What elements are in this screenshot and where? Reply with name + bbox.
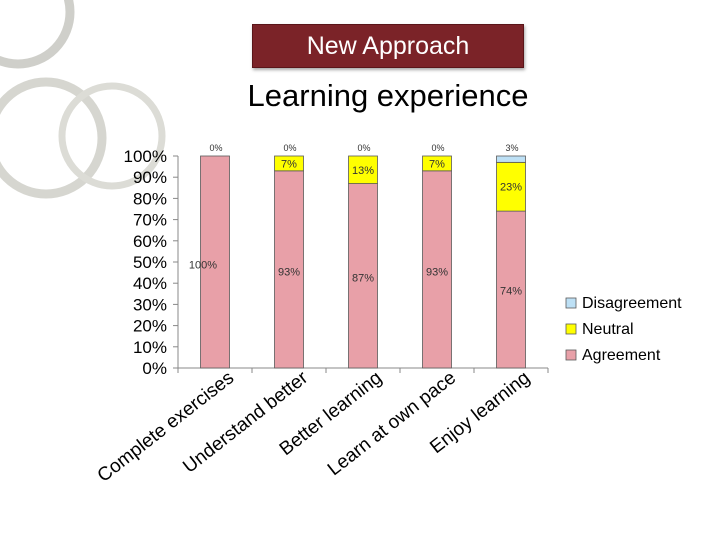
data-label-neutral: 7% <box>281 158 297 170</box>
legend-label-disagreement: Disagreement <box>582 295 682 312</box>
ring-right <box>58 82 166 190</box>
y-tick-label: 40% <box>133 274 167 293</box>
y-tick-label: 0% <box>142 359 167 378</box>
data-label-disagreement: 0% <box>357 143 370 153</box>
x-category-label: Understand better <box>179 367 312 478</box>
ring-top-left <box>0 0 75 69</box>
x-category-label: Complete exercises <box>94 367 238 486</box>
bar-segment-neutral <box>422 155 452 172</box>
bar-segment-agreement <box>422 170 452 369</box>
data-label-agreement: 93% <box>278 266 300 278</box>
y-tick-label: 10% <box>133 338 167 357</box>
data-label-disagreement: 3% <box>505 143 518 153</box>
y-tick-label: 70% <box>133 211 167 230</box>
data-label-disagreement: 0% <box>431 143 444 153</box>
legend-swatch-disagreement <box>565 297 577 309</box>
data-label-disagreement: 0% <box>209 143 222 153</box>
y-tick-label: 50% <box>133 253 167 272</box>
data-label-neutral: 23% <box>500 182 522 194</box>
legend-swatch-agreement <box>565 349 577 361</box>
data-label-neutral: 7% <box>429 158 445 170</box>
slide-subtitle: Learning experience <box>247 78 529 113</box>
y-tick-label: 60% <box>133 232 167 251</box>
data-label-neutral: 13% <box>352 165 374 177</box>
bar-segment-neutral <box>348 155 378 184</box>
data-label-agreement: 100% <box>189 259 217 271</box>
data-label-agreement: 93% <box>426 266 448 278</box>
bar-segment-agreement <box>274 170 304 369</box>
data-label-disagreement: 0% <box>283 143 296 153</box>
legend-label-neutral: Neutral <box>582 321 634 338</box>
legend-swatch-neutral <box>565 323 577 335</box>
y-tick-label: 100% <box>124 147 167 166</box>
data-label-agreement: 74% <box>500 285 522 297</box>
y-tick-label: 20% <box>133 317 167 336</box>
y-tick-label: 90% <box>133 168 167 187</box>
y-tick-label: 80% <box>133 189 167 208</box>
legend-label-agreement: Agreement <box>582 347 661 364</box>
bar-segment-agreement <box>348 183 378 369</box>
ring-middle-left <box>0 77 107 199</box>
bar-segment-neutral <box>274 155 304 172</box>
slide-banner: New Approach <box>252 24 524 68</box>
bar-segment-agreement <box>496 210 526 369</box>
x-category-label: Learn at own pace <box>324 367 460 480</box>
bar-segment-agreement <box>200 155 230 369</box>
y-tick-label: 30% <box>133 295 167 314</box>
bar-segment-disagreement <box>496 155 526 163</box>
data-label-agreement: 87% <box>352 272 374 284</box>
